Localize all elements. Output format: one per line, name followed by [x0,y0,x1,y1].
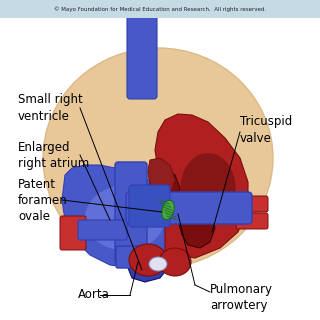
Ellipse shape [43,48,273,268]
Text: Enlarged
right atrium: Enlarged right atrium [18,140,89,170]
Text: Pulmonary
arrowtery: Pulmonary arrowtery [210,284,273,313]
FancyBboxPatch shape [126,192,252,224]
FancyBboxPatch shape [0,0,320,18]
Text: Patent
foramen
ovale: Patent foramen ovale [18,178,68,222]
FancyBboxPatch shape [127,15,157,99]
Polygon shape [128,246,168,282]
Text: Small right
ventricle: Small right ventricle [18,93,83,123]
Ellipse shape [180,153,236,223]
FancyBboxPatch shape [60,216,86,250]
FancyBboxPatch shape [116,246,148,268]
Ellipse shape [85,186,165,251]
Polygon shape [178,206,215,248]
FancyBboxPatch shape [115,162,147,263]
Text: Tricuspid
valve: Tricuspid valve [240,116,292,145]
Ellipse shape [159,248,191,276]
Ellipse shape [129,244,167,276]
FancyBboxPatch shape [129,185,170,227]
Polygon shape [155,114,248,258]
FancyBboxPatch shape [78,220,127,240]
FancyBboxPatch shape [238,196,268,212]
Polygon shape [148,158,175,200]
Ellipse shape [149,257,167,271]
Text: Aorta: Aorta [78,289,110,301]
Polygon shape [150,168,180,210]
Polygon shape [62,165,180,268]
FancyBboxPatch shape [236,213,268,229]
Ellipse shape [162,200,174,220]
Text: © Mayo Foundation for Medical Education and Research.  All rights reserved.: © Mayo Foundation for Medical Education … [54,6,266,12]
